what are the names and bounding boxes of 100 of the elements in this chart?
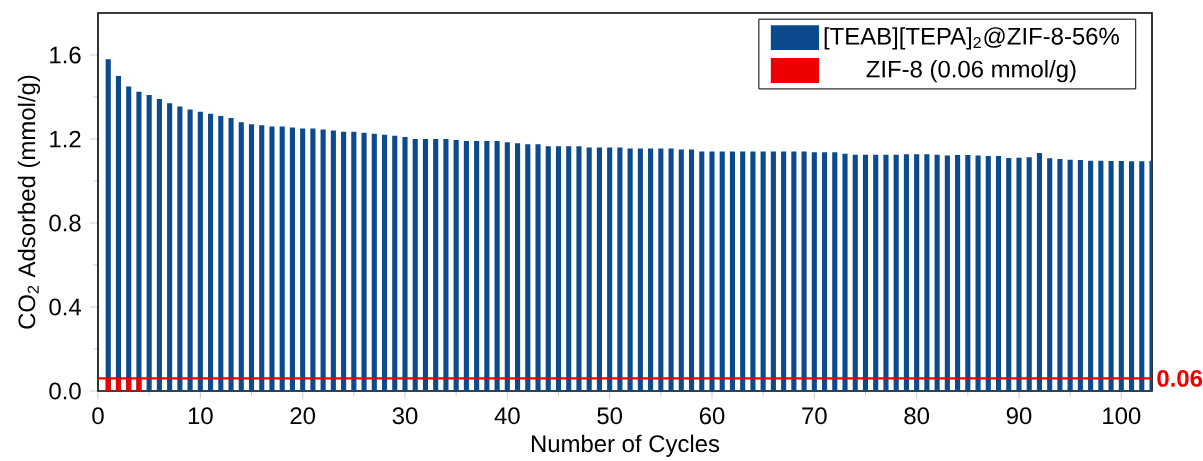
bar bbox=[740, 151, 746, 391]
bar bbox=[1128, 161, 1135, 391]
bar bbox=[1118, 161, 1124, 391]
bar bbox=[545, 146, 551, 391]
bar bbox=[586, 147, 592, 391]
x-tick-label: 70 bbox=[802, 407, 827, 425]
bar bbox=[719, 151, 725, 391]
bar bbox=[760, 151, 766, 391]
x-tick-label: 20 bbox=[290, 407, 316, 425]
bar bbox=[709, 151, 715, 391]
ref-line-label: 0.06 bbox=[1157, 369, 1203, 387]
bar bbox=[156, 99, 162, 391]
legend-label: [TEAB][TEPA]$_{2}$@ZIF-8-56% bbox=[824, 27, 1119, 50]
bar bbox=[781, 151, 787, 391]
bar bbox=[811, 152, 817, 391]
bar bbox=[729, 151, 736, 391]
bar bbox=[955, 154, 961, 391]
bar bbox=[269, 126, 275, 391]
bar bbox=[821, 152, 828, 391]
y-axis-title: CO$_{2}$ Adsorbed (mmol/g) bbox=[17, 75, 41, 329]
bar bbox=[504, 142, 510, 391]
bar bbox=[443, 139, 449, 391]
bar bbox=[617, 147, 623, 391]
bar bbox=[1139, 161, 1145, 391]
x-axis-title: Number of Cycles bbox=[531, 434, 720, 457]
x-tick-label: 40 bbox=[494, 407, 520, 425]
bar bbox=[648, 148, 654, 391]
x-tick-label: 0 bbox=[92, 407, 104, 425]
bar bbox=[535, 144, 541, 391]
x-tick-label: 100 bbox=[1103, 407, 1141, 425]
bar bbox=[320, 129, 326, 391]
bar bbox=[883, 154, 889, 391]
bar bbox=[668, 148, 674, 391]
y-tick-label: 0.4 bbox=[49, 298, 81, 316]
bar bbox=[1026, 157, 1032, 391]
bar bbox=[453, 140, 459, 391]
y-tick-label: 1.2 bbox=[50, 130, 81, 148]
bar bbox=[1149, 160, 1153, 391]
bar bbox=[555, 146, 562, 391]
bar bbox=[289, 127, 295, 391]
x-tick-label: 90 bbox=[1006, 407, 1032, 425]
bar bbox=[474, 141, 480, 391]
bar bbox=[412, 139, 418, 391]
bar bbox=[1036, 153, 1043, 391]
y-tick-label: 1.6 bbox=[50, 46, 81, 64]
bar bbox=[167, 103, 173, 391]
bar bbox=[576, 146, 582, 391]
bar bbox=[392, 135, 398, 391]
bar bbox=[1016, 157, 1022, 391]
bar bbox=[259, 125, 265, 391]
bar bbox=[1067, 159, 1073, 391]
bar bbox=[688, 149, 695, 391]
bar bbox=[300, 128, 306, 391]
bar bbox=[914, 154, 920, 391]
bar bbox=[381, 134, 388, 391]
bar bbox=[985, 156, 991, 391]
bar bbox=[637, 148, 643, 391]
bar bbox=[1077, 160, 1083, 391]
bar bbox=[515, 143, 521, 391]
bar bbox=[525, 144, 531, 391]
bar bbox=[310, 128, 316, 391]
x-tick-label: 80 bbox=[904, 407, 930, 425]
bar bbox=[187, 109, 193, 391]
bar bbox=[422, 139, 429, 391]
bar bbox=[566, 146, 572, 391]
bar bbox=[658, 148, 664, 391]
bar bbox=[607, 147, 613, 391]
bar bbox=[965, 154, 971, 391]
bar bbox=[146, 94, 152, 391]
bar bbox=[1047, 158, 1053, 391]
bar bbox=[944, 155, 950, 391]
bar bbox=[893, 154, 899, 391]
bar bbox=[238, 122, 244, 391]
bar bbox=[699, 151, 705, 391]
bar bbox=[862, 154, 869, 391]
bar bbox=[995, 156, 1002, 391]
bar bbox=[975, 155, 981, 391]
bar bbox=[678, 149, 684, 391]
bar bbox=[208, 113, 214, 391]
bar bbox=[218, 115, 224, 391]
bar bbox=[832, 152, 838, 391]
bar bbox=[361, 132, 367, 391]
bar bbox=[842, 153, 848, 391]
bar bbox=[341, 131, 347, 391]
bar bbox=[627, 148, 633, 391]
x-tick-label: 10 bbox=[188, 407, 213, 425]
bar bbox=[1006, 157, 1012, 391]
y-tick-label: 0.0 bbox=[49, 382, 81, 400]
bar bbox=[750, 151, 756, 391]
bar bbox=[1108, 161, 1114, 391]
x-tick-label: 50 bbox=[597, 407, 623, 425]
bar bbox=[463, 141, 469, 391]
bar bbox=[371, 133, 377, 391]
bar bbox=[494, 141, 500, 391]
bar bbox=[330, 130, 336, 391]
bar bbox=[177, 106, 183, 391]
bar bbox=[801, 151, 807, 391]
bar bbox=[903, 154, 909, 391]
y-tick-label: 0.8 bbox=[49, 214, 81, 232]
bar bbox=[248, 124, 255, 391]
